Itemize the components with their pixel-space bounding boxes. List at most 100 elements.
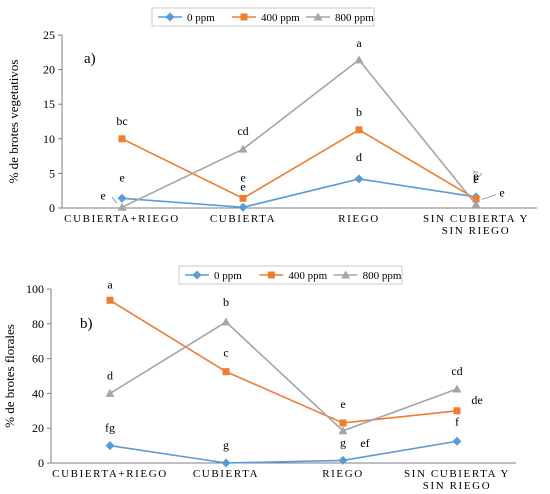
legend-box [178, 265, 403, 285]
data-point [471, 200, 481, 209]
x-category-label: SIN RIEGO [442, 225, 510, 237]
data-point [105, 388, 115, 397]
series-line [121, 178, 477, 209]
y-tick-label: 5 [49, 166, 55, 180]
legend-label: 0 ppm [214, 270, 242, 282]
significance-label: ef [360, 436, 369, 450]
data-point [239, 194, 247, 202]
chart-panel-a: 0 5 10 15 20 25 CUBIERTA+RIEGO CUBIERTA RIEGO SIN… [6, 7, 537, 237]
data-point [339, 419, 347, 427]
significance-label: g [340, 435, 346, 449]
legend-marker [313, 12, 323, 21]
legend: 0 ppm 400 ppm 800 ppm [151, 7, 375, 27]
series-line [121, 58, 477, 209]
series-line [109, 299, 458, 424]
x-category-label: SIN RIEGO [423, 480, 491, 492]
x-category-label: RIEGO [322, 468, 364, 480]
significance-label: e [340, 397, 345, 411]
legend-label: 400 ppm [261, 12, 300, 24]
x-category-label: CUBIERTA+RIEGO [64, 213, 180, 225]
series-line [109, 440, 458, 464]
legend-marker [192, 270, 202, 280]
significance-label: g [223, 438, 229, 452]
significance-label: c [223, 346, 228, 360]
data-point [238, 202, 248, 212]
callout-leader-line [473, 170, 483, 185]
significance-label: fg [105, 421, 115, 435]
y-tick-label: 40 [32, 386, 44, 400]
series-400-ppm: bc e b e [116, 105, 480, 203]
significance-label: de [471, 393, 482, 407]
legend-label: 400 ppm [288, 270, 327, 282]
panel-label: a) [84, 51, 96, 67]
y-tick-label: 20 [32, 421, 44, 435]
y-tick-label: 15 [43, 97, 55, 111]
significance-label: d [356, 150, 362, 164]
legend-marker [267, 271, 275, 279]
y-tick-label: 10 [43, 132, 55, 146]
series-line [121, 128, 477, 200]
data-point [354, 55, 364, 64]
y-tick-label: 0 [38, 456, 44, 470]
x-category-label: CUBIERTA [193, 468, 259, 480]
data-point [221, 317, 231, 326]
significance-label: f [455, 414, 459, 428]
data-point [453, 407, 461, 415]
significance-label: a [356, 36, 362, 50]
data-point [338, 426, 348, 435]
callout-leader-line [111, 197, 118, 204]
y-tick-label: 60 [32, 352, 44, 366]
legend-label: 0 ppm [187, 12, 215, 24]
legend-box [151, 7, 375, 27]
series-line [109, 321, 458, 432]
legend: 0 ppm 400 ppm 800 ppm [178, 265, 403, 285]
significance-label: e [473, 172, 478, 186]
data-point [472, 195, 480, 203]
significance-label: e [100, 188, 105, 202]
significance-label: bc [116, 114, 127, 128]
data-point [117, 193, 127, 203]
data-point [106, 296, 114, 304]
significance-label: a [107, 277, 113, 291]
significance-label: e [473, 169, 478, 183]
data-point [118, 135, 126, 143]
data-point [105, 441, 115, 451]
legend-label: 800 ppm [335, 12, 374, 24]
y-tick-label: 80 [32, 317, 44, 331]
legend-marker [341, 270, 351, 279]
y-axis-label: % de brotes vegetativos [6, 60, 21, 184]
significance-label: e [499, 186, 504, 200]
significance-label: cd [237, 124, 248, 138]
x-category-label: CUBIERTA+RIEGO [52, 468, 168, 480]
y-tick-label: 25 [43, 28, 55, 42]
x-category-label: RIEGO [338, 213, 380, 225]
significance-label: e [119, 170, 124, 184]
significance-label: d [107, 368, 113, 382]
panel-label: b) [80, 316, 93, 332]
significance-label: e [240, 170, 245, 184]
data-point [355, 126, 363, 134]
data-point [238, 144, 248, 153]
data-point [117, 202, 127, 211]
data-point [338, 455, 348, 465]
series-800-ppm: e cd a e [100, 36, 505, 211]
legend-label: 800 ppm [363, 270, 402, 282]
data-point [221, 458, 231, 468]
significance-label: cd [451, 364, 462, 378]
significance-label: e [240, 179, 245, 193]
data-point [222, 368, 230, 376]
data-point [452, 384, 462, 393]
data-point [354, 174, 364, 184]
x-category-label: SIN CUBIERTA Y [404, 468, 510, 480]
y-axis-label: % de brotes florales [2, 324, 17, 428]
y-tick-label: 0 [49, 201, 55, 215]
data-point [452, 436, 462, 446]
legend-marker [165, 12, 175, 22]
x-category-label: CUBIERTA [210, 213, 276, 225]
significance-label: b [223, 295, 229, 309]
y-tick-label: 100 [26, 282, 44, 296]
series-400-ppm: a c e de [106, 277, 483, 427]
